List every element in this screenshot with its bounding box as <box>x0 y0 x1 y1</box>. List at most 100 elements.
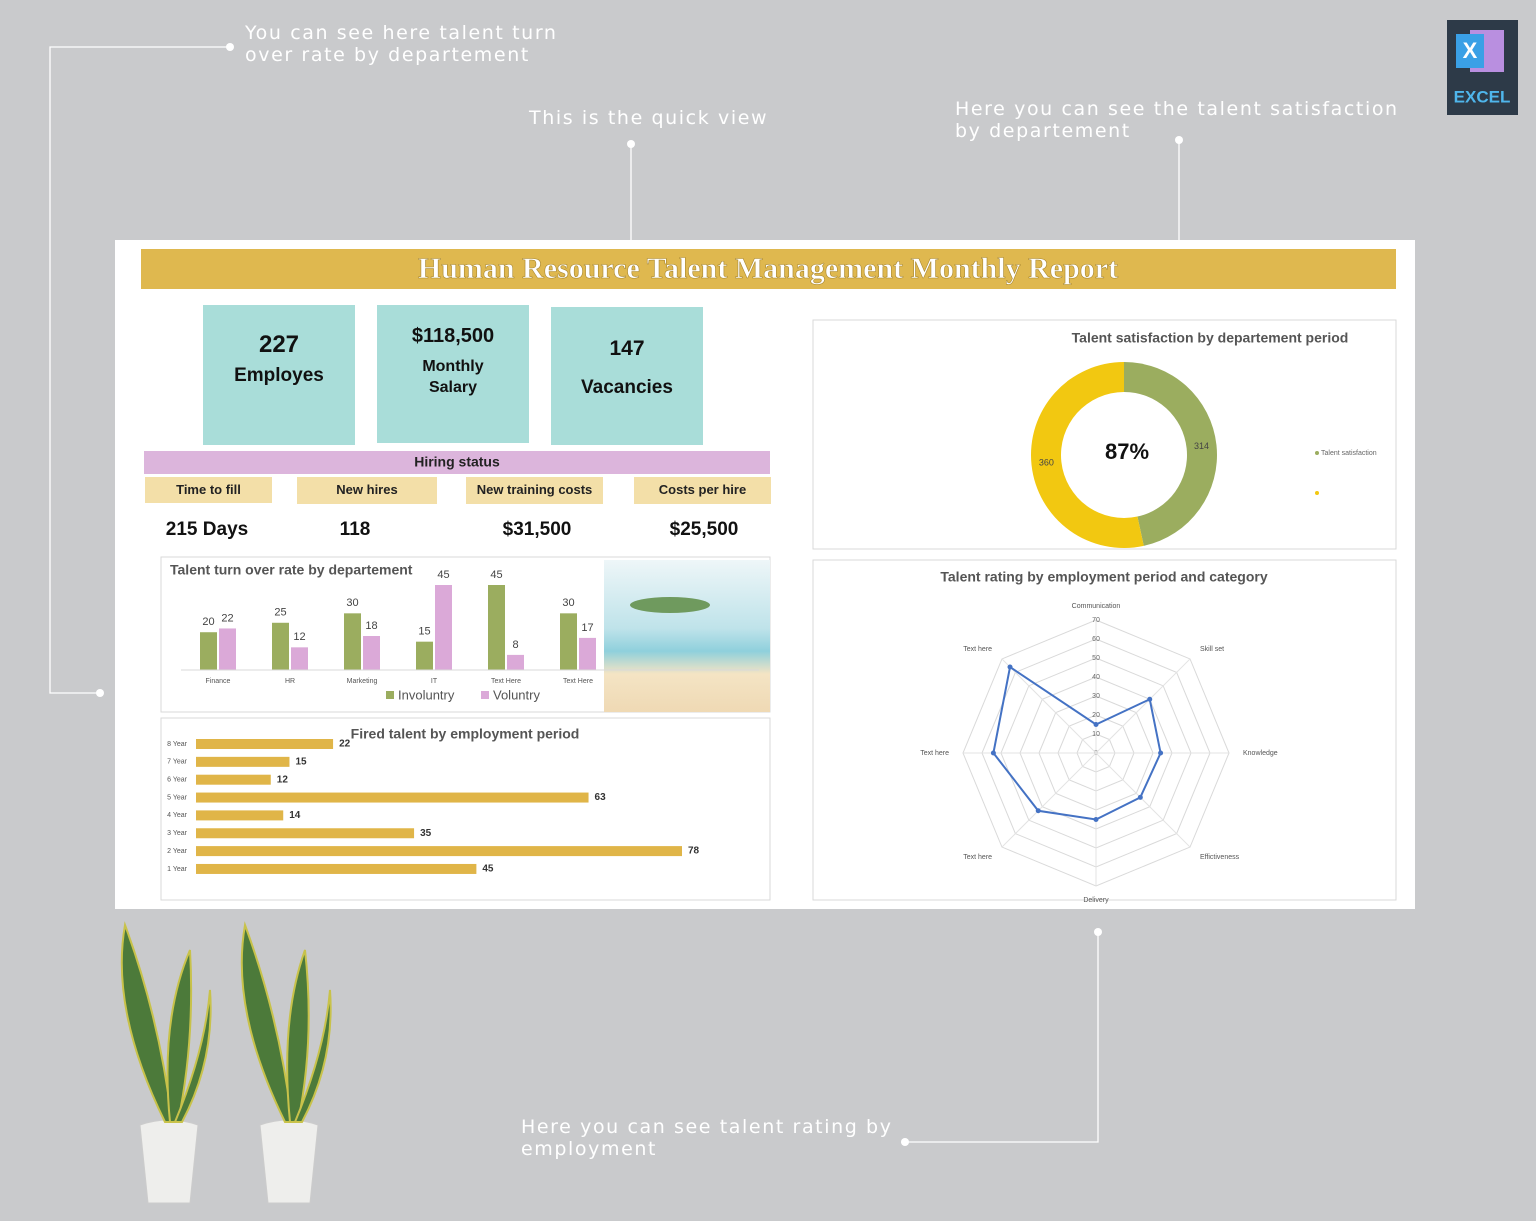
y-tick-label: 1 Year <box>167 866 188 873</box>
callout-dots <box>96 43 1183 1146</box>
bar <box>196 792 589 803</box>
category-label: Communication <box>1072 603 1121 610</box>
legend-swatch <box>386 691 394 699</box>
data-label: 30 <box>346 597 358 609</box>
beach-image <box>604 560 770 712</box>
chart-title: Fired talent by employment period <box>351 726 580 742</box>
annotation: Here you can see talent rating by employ… <box>521 1116 893 1160</box>
hiring-value: 118 <box>339 519 371 540</box>
data-label: 314 <box>1194 441 1209 451</box>
bar <box>196 756 290 767</box>
data-label: 22 <box>339 739 351 750</box>
annotation: You can see here talent turn over rate b… <box>245 22 558 66</box>
data-label: 12 <box>277 774 289 785</box>
category-label: Text here <box>963 854 992 861</box>
x-tick-label: Marketing <box>347 678 378 685</box>
bar <box>560 613 577 670</box>
radar-point <box>1147 696 1153 702</box>
legend-swatch <box>1315 451 1319 455</box>
dot <box>1175 136 1183 144</box>
legend-label: Involuntry <box>398 687 455 702</box>
bar <box>435 585 452 670</box>
data-label: 22 <box>221 612 233 624</box>
annotation: Here you can see the talent satisfaction… <box>955 98 1399 142</box>
pot <box>139 1119 199 1204</box>
bar <box>291 647 308 670</box>
data-label: 360 <box>1039 458 1054 468</box>
data-label: 35 <box>420 828 432 839</box>
dot <box>1094 928 1102 936</box>
hiring-bar <box>144 451 770 474</box>
logo-letter: X <box>1463 38 1478 63</box>
callout-line <box>905 932 1099 1143</box>
spoke <box>1001 658 1097 754</box>
radar-point <box>1007 664 1013 670</box>
bar <box>196 863 477 874</box>
legend-label: Talent satisfaction <box>1321 450 1377 457</box>
title-bar <box>141 249 1396 289</box>
bar <box>219 628 236 670</box>
kpi-card: 147 Vacancies <box>551 307 703 445</box>
dot <box>96 689 104 697</box>
y-tick-label: 5 Year <box>167 794 188 801</box>
radar-point <box>1093 722 1099 727</box>
hiring-label: New hires <box>297 477 437 504</box>
chart-title: Talent turn over rate by departement <box>170 562 413 578</box>
data-label: 18 <box>365 620 377 632</box>
hiring-label: Time to fill <box>145 477 272 503</box>
bar <box>196 810 284 821</box>
kpi-label: Monthly Salary <box>422 358 484 396</box>
data-label: 45 <box>482 864 494 875</box>
bar <box>416 641 433 670</box>
bar <box>272 622 289 670</box>
data-label: 15 <box>418 626 430 638</box>
callout-line <box>49 46 230 694</box>
kpi-label: Employes <box>234 365 324 386</box>
chart-title: Talent satisfaction by departement perio… <box>1072 330 1349 346</box>
logo-label: EXCEL <box>1454 87 1511 106</box>
data-label: 15 <box>295 756 307 767</box>
y-tick-label: 6 Year <box>167 777 188 784</box>
x-tick-label: HR <box>285 678 295 685</box>
y-tick-label: 2 Year <box>167 848 188 855</box>
kpi-card: 227 Employes <box>203 305 355 445</box>
radar-point <box>1035 808 1041 814</box>
bar <box>196 828 415 839</box>
data-label: 12 <box>293 631 305 643</box>
x-tick-label: Text Here <box>563 678 593 685</box>
radar-point <box>1137 794 1143 800</box>
y-tick-label: 7 Year <box>167 759 188 766</box>
hiring-value: 215 Days <box>165 519 249 540</box>
hiring-title: Hiring status <box>414 454 500 470</box>
y-tick-label: 3 Year <box>167 830 188 837</box>
bar <box>196 739 334 749</box>
hiring-value: $25,500 <box>669 519 739 540</box>
x-tick-label: Text Here <box>491 678 521 685</box>
x-tick-label: Finance <box>206 678 231 685</box>
radar-point <box>1093 817 1099 822</box>
kpi-value: 227 <box>258 331 300 358</box>
bar <box>196 774 271 785</box>
data-label: 45 <box>490 569 502 581</box>
logo-tile <box>1456 34 1484 68</box>
leaf <box>166 949 193 1123</box>
dot <box>226 43 234 51</box>
y-tick-label: 8 Year <box>167 741 188 748</box>
donut-slice <box>1124 362 1217 546</box>
spoke <box>1095 658 1191 754</box>
hiring-value: $31,500 <box>502 519 572 540</box>
category-label: Effictiveness <box>1200 854 1240 861</box>
y-tick-label: 4 Year <box>167 812 188 819</box>
chart-title: Talent rating by employment period and c… <box>940 569 1267 585</box>
category-label: Text here <box>920 750 949 757</box>
data-label: 17 <box>581 622 593 634</box>
hiring-label: New training costs <box>466 477 603 504</box>
annotation: This is the quick view <box>529 107 769 129</box>
bar <box>507 654 524 670</box>
dot <box>627 140 635 148</box>
kpi-card: $118,500 Monthly Salary <box>377 305 529 443</box>
donut-slice <box>1031 362 1144 548</box>
bar <box>488 585 505 670</box>
callouts <box>49 46 1180 1143</box>
